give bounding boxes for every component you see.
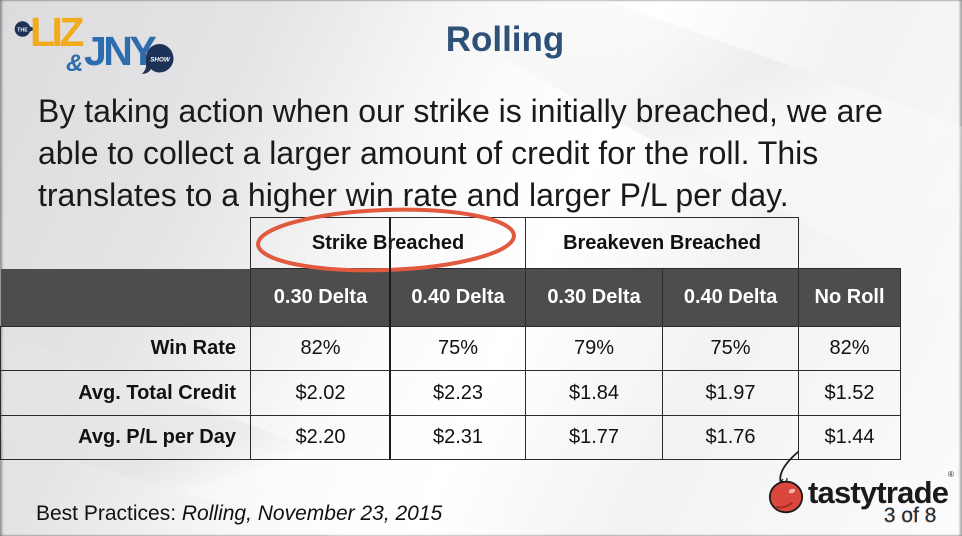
svg-text:®: ® bbox=[948, 470, 954, 479]
svg-text:tastytrade: tastytrade bbox=[808, 475, 949, 510]
